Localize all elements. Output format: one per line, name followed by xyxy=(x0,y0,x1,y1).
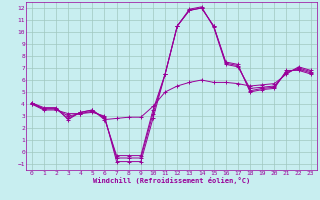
X-axis label: Windchill (Refroidissement éolien,°C): Windchill (Refroidissement éolien,°C) xyxy=(92,177,250,184)
